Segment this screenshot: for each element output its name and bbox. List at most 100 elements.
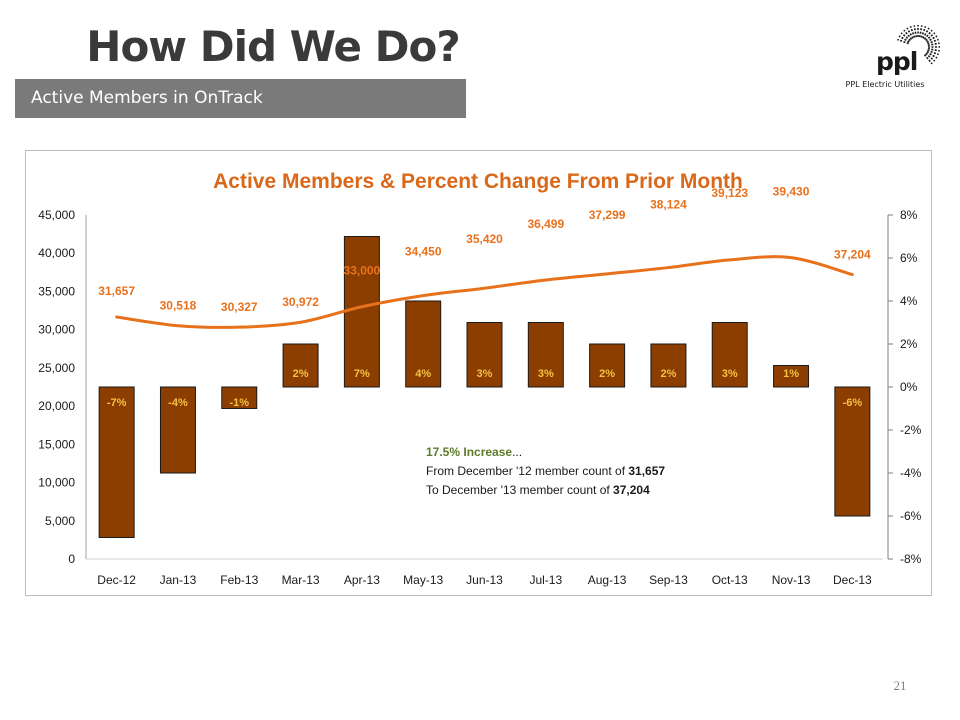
bar-label: -7% xyxy=(107,397,127,409)
y-left-tick-label: 45,000 xyxy=(38,208,75,222)
x-tick-label: Jan-13 xyxy=(160,573,197,587)
logo-ray xyxy=(923,54,933,65)
sunburst-logo-icon xyxy=(897,25,940,65)
y-left-tick-label: 5,000 xyxy=(45,514,75,528)
y-left-tick-label: 0 xyxy=(68,552,75,566)
x-tick-label: Feb-13 xyxy=(220,573,258,587)
bar-label: 7% xyxy=(354,368,370,380)
logo-ray xyxy=(927,38,939,45)
bar xyxy=(221,386,258,409)
line-data-label: 39,430 xyxy=(773,185,810,199)
logo-company-name: PPL Electric Utilities xyxy=(845,80,925,89)
logo-ray xyxy=(897,38,909,45)
logo-ray xyxy=(906,27,914,39)
bar-label: 2% xyxy=(660,368,676,380)
x-tick-label: Dec-12 xyxy=(97,573,136,587)
line-data-label: 33,000 xyxy=(344,264,381,278)
logo-ray xyxy=(927,49,939,56)
bar xyxy=(98,386,135,538)
bar-label: 1% xyxy=(783,368,799,380)
y-right-tick-label: 6% xyxy=(900,251,918,265)
y-right-tick-label: -6% xyxy=(900,509,922,523)
bar-label: -4% xyxy=(168,397,188,409)
line-data-label: 37,299 xyxy=(589,208,626,222)
bar-label: 3% xyxy=(477,368,493,380)
bar-label: -1% xyxy=(229,397,249,409)
logo-ray xyxy=(927,42,940,47)
logo-ray xyxy=(922,27,930,39)
bar-label: 3% xyxy=(538,368,554,380)
bar xyxy=(159,386,196,474)
line-data-label: 34,450 xyxy=(405,245,442,259)
bar xyxy=(834,386,871,517)
x-tick-label: Dec-13 xyxy=(833,573,872,587)
chart: Active Members & Percent Change From Pri… xyxy=(38,170,922,587)
x-tick-label: Aug-13 xyxy=(588,573,627,587)
logo-ray xyxy=(925,52,936,62)
bar xyxy=(650,343,687,388)
slide-title: How Did We Do? xyxy=(86,22,460,71)
logo-ray xyxy=(918,25,923,38)
logo-ray xyxy=(913,25,918,38)
x-tick-label: Nov-13 xyxy=(772,573,811,587)
subtitle-bar: Active Members in OnTrack xyxy=(15,79,466,118)
y-left-tick-label: 35,000 xyxy=(38,284,75,298)
y-right-tick-label: 8% xyxy=(900,208,918,222)
line-data-label: 30,972 xyxy=(282,295,319,309)
x-tick-label: Jun-13 xyxy=(466,573,503,587)
y-left-tick-label: 20,000 xyxy=(38,399,75,413)
bar xyxy=(773,365,810,388)
y-right-tick-label: 4% xyxy=(900,294,918,308)
bar-label: 3% xyxy=(722,368,738,380)
bar xyxy=(405,300,442,388)
line-data-label: 39,123 xyxy=(711,186,748,200)
y-left-tick-label: 30,000 xyxy=(38,323,75,337)
bar xyxy=(527,322,564,388)
line-data-label: 30,327 xyxy=(221,300,258,314)
line-data-label: 30,518 xyxy=(160,299,197,313)
x-tick-label: May-13 xyxy=(403,573,443,587)
bar-label: -6% xyxy=(843,397,863,409)
x-tick-label: Jul-13 xyxy=(529,573,562,587)
bar-label: 2% xyxy=(599,368,615,380)
y-right-tick-label: 0% xyxy=(900,380,918,394)
annotation-heading: 17.5% Increase... xyxy=(426,445,522,459)
y-left-tick-label: 10,000 xyxy=(38,476,75,490)
y-right-tick-label: -4% xyxy=(900,466,922,480)
line-data-label: 38,124 xyxy=(650,198,687,212)
chart-title: Active Members & Percent Change From Pri… xyxy=(213,170,743,193)
logo-ray xyxy=(900,32,911,42)
x-tick-label: Oct-13 xyxy=(712,573,748,587)
annotation-line-1: From December '12 member count of 31,657 xyxy=(426,464,665,478)
bar xyxy=(343,236,380,388)
y-left-tick-label: 40,000 xyxy=(38,246,75,260)
y-left-tick-label: 15,000 xyxy=(38,437,75,451)
members-line xyxy=(115,255,854,329)
line-data-label: 37,204 xyxy=(834,248,871,262)
bar-label: 2% xyxy=(293,368,309,380)
x-tick-label: Mar-13 xyxy=(282,573,320,587)
x-tick-label: Apr-13 xyxy=(344,573,380,587)
bar-label: 4% xyxy=(415,368,431,380)
logo-ray xyxy=(920,26,927,38)
annotation-line-2: To December '13 member count of 37,204 xyxy=(426,483,650,497)
line-data-label: 35,420 xyxy=(466,232,503,246)
logo-ray xyxy=(927,47,940,52)
bar xyxy=(282,343,319,388)
logo-mark: ppl xyxy=(876,47,918,76)
line-data-label: 36,499 xyxy=(527,217,564,231)
subtitle-text: Active Members in OnTrack xyxy=(31,88,263,108)
bar xyxy=(711,322,748,388)
y-right-tick-label: -8% xyxy=(900,552,922,566)
logo-ray xyxy=(909,26,916,38)
company-logo: ppl PPL Electric Utilities xyxy=(820,22,950,94)
bar xyxy=(466,322,503,388)
bar xyxy=(589,343,626,388)
logo-ray xyxy=(925,32,936,42)
x-tick-label: Sep-13 xyxy=(649,573,688,587)
chart-frame: Active Members & Percent Change From Pri… xyxy=(25,150,932,596)
line-data-label: 31,657 xyxy=(98,284,135,298)
page-number: 21 xyxy=(893,678,907,693)
y-right-tick-label: -2% xyxy=(900,423,922,437)
y-left-tick-label: 25,000 xyxy=(38,361,75,375)
